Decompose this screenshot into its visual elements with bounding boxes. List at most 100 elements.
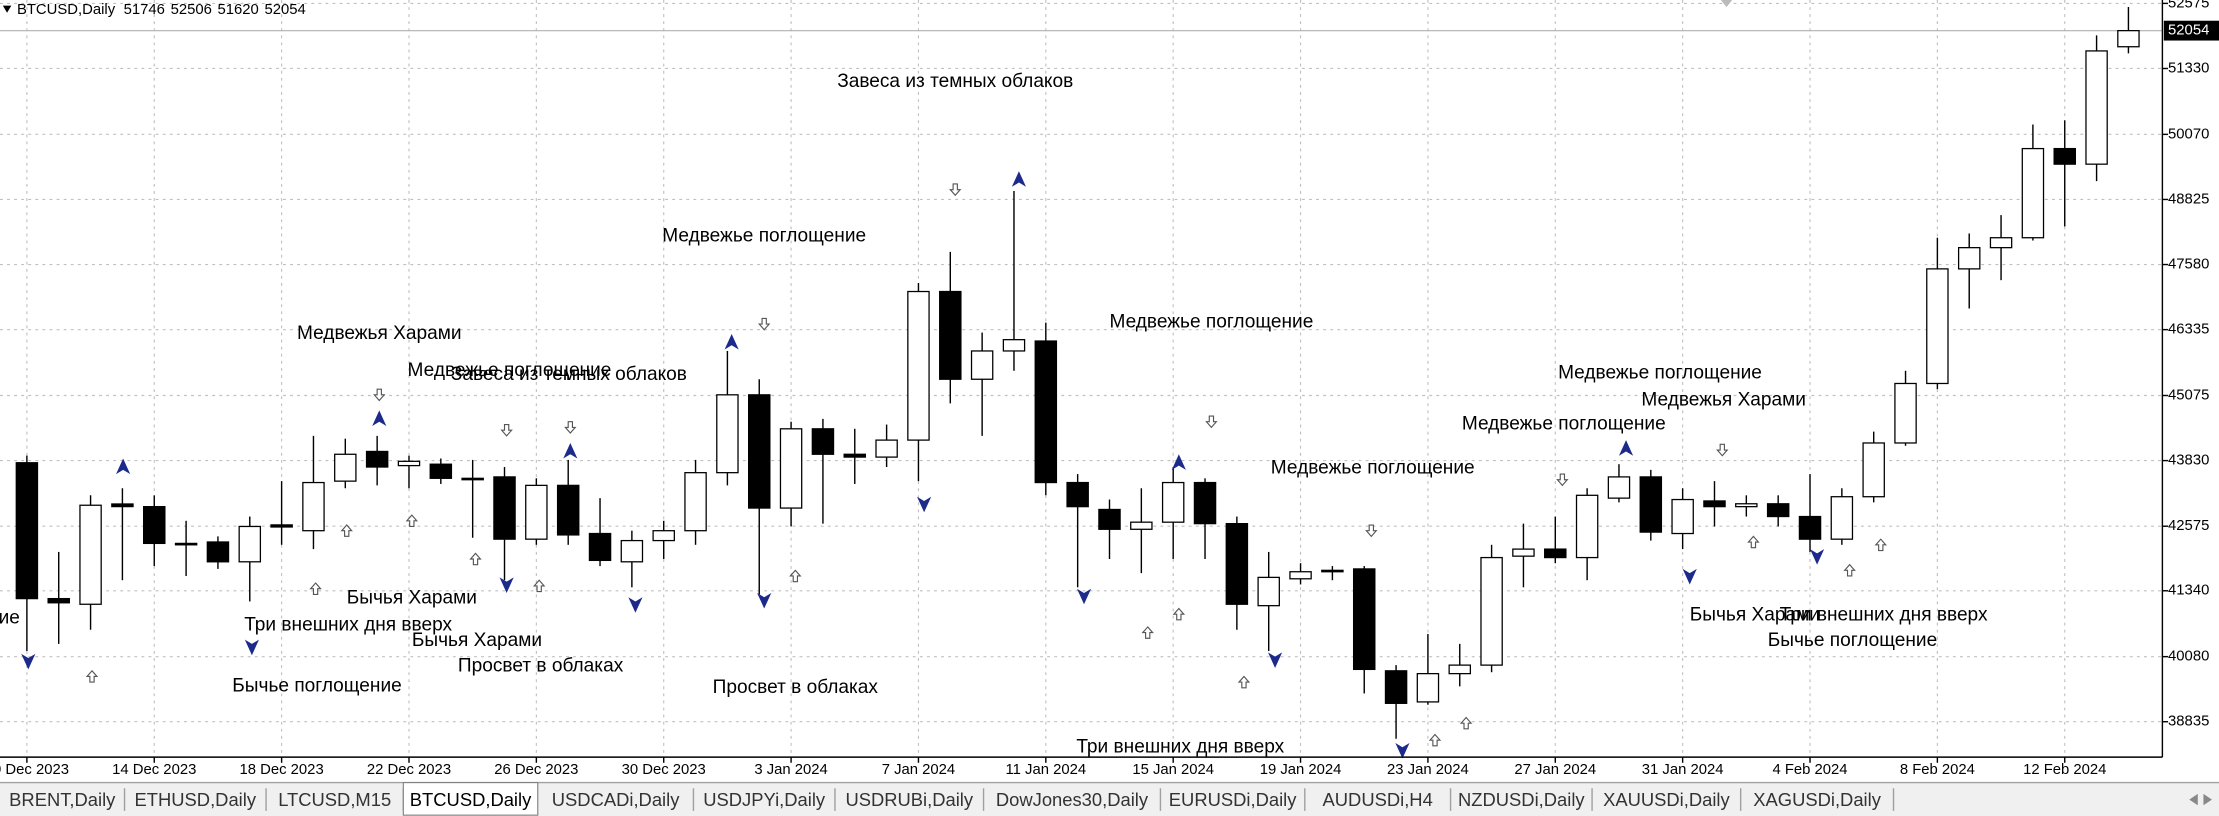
tab[interactable]: USDCADi,Daily [552, 789, 680, 810]
pattern-label: Бычья Харами [1690, 605, 1820, 626]
signal-arrow [116, 458, 131, 475]
candle-body [2117, 30, 2140, 48]
candle-body [747, 394, 771, 509]
candle-body [1161, 481, 1185, 523]
tab[interactable]: ETHUSD,Daily [135, 789, 257, 810]
y-tick-label: 51330 [2168, 60, 2209, 76]
candle-body [652, 530, 675, 542]
signal-arrow [1395, 742, 1410, 759]
pattern-arrow [1141, 626, 1154, 639]
tab[interactable]: DowJones30,Daily [996, 789, 1149, 810]
candle-body [1575, 494, 1599, 559]
candle-body [525, 484, 548, 540]
candle-body [1957, 247, 1981, 270]
signal-arrow [1171, 454, 1186, 470]
chart-header: BTCUSD,Daily 51746 52506 51620 52054 [17, 2, 306, 18]
pattern-label: Просвет в облаках [458, 656, 624, 677]
candle-body [1894, 382, 1917, 444]
signal-arrow [499, 577, 514, 593]
pattern-arrow [1556, 473, 1569, 487]
signal-arrow [244, 639, 259, 656]
tab-active-bg [402, 782, 539, 816]
candle-body [302, 481, 325, 532]
candle-body [1830, 496, 1854, 540]
annotations: Завеса из темных облаков Медвежье поглоще… [0, 71, 1988, 757]
candle-body [1989, 237, 2013, 249]
pattern-arrow [1172, 607, 1186, 621]
candle-body [493, 476, 516, 540]
candle-body [1130, 521, 1153, 530]
signal-arrow [372, 410, 387, 426]
shift-marker [1720, 0, 1733, 8]
candle-body [556, 484, 580, 536]
tab-active[interactable]: BTCUSD,Daily [410, 789, 532, 810]
pattern-arrow [85, 669, 99, 683]
y-tick-label: 52575 [2168, 0, 2209, 11]
pattern-arrow [949, 183, 962, 197]
candle-body [716, 394, 739, 474]
pattern-label: Бычье поглощение [1768, 630, 1937, 651]
candle-body [1735, 503, 1758, 508]
tab[interactable]: XAUUSDi,Daily [1603, 789, 1730, 810]
y-tick-label: 38835 [2168, 714, 2209, 730]
y-tick-label: 42575 [2168, 518, 2209, 534]
candle-body [1034, 340, 1058, 484]
candle-body [1480, 556, 1503, 666]
x-tick-label: 8 Feb 2024 [1900, 762, 1975, 778]
signal-arrow [917, 496, 932, 513]
y-tick-label: 40080 [2168, 649, 2209, 665]
axes: 52575 51330 50070 48825 47580 46335 45075 43830… [0, 0, 2219, 778]
x-tick-label: 22 Dec 2023 [367, 762, 451, 778]
tab[interactable]: BRENT,Daily [9, 789, 116, 810]
pattern-label: Просвет в облаках [713, 677, 879, 698]
candle-body [907, 290, 930, 441]
tab[interactable]: LTCUSD,M15 [278, 789, 391, 810]
candle-body [334, 453, 357, 482]
x-tick-label: 10 Dec 2023 [0, 762, 69, 778]
candle-body [1671, 498, 1694, 535]
candle-body [1639, 476, 1663, 533]
pattern-label: Медвежья Харами [297, 323, 462, 344]
signal-arrow [628, 597, 643, 613]
signal-arrow [1618, 440, 1634, 456]
pattern-arrow [405, 514, 419, 528]
candle-body [47, 597, 70, 604]
pattern-label: Бычья Харами [412, 630, 542, 651]
candle-body [1926, 268, 1949, 385]
pattern-arrow [1365, 524, 1378, 538]
tab[interactable]: USDJPYi,Daily [703, 789, 826, 810]
y-tick-label: 47580 [2168, 256, 2209, 272]
tab[interactable]: EURUSDi,Daily [1169, 789, 1297, 810]
candle-body [620, 539, 644, 563]
x-tick-label: 12 Feb 2024 [2023, 762, 2106, 778]
pattern-arrow [1843, 563, 1856, 577]
tab[interactable]: AUDUSDi,H4 [1323, 789, 1433, 810]
tab[interactable]: XAGUSDi,Daily [1753, 789, 1881, 810]
pattern-label: Медвежье поглощение [1109, 312, 1313, 333]
y-tick-label: 48825 [2168, 191, 2209, 207]
pattern-label: ие [0, 607, 20, 628]
pattern-arrow [1716, 443, 1729, 457]
tab[interactable]: NZDUSDi,Daily [1458, 789, 1585, 810]
x-tick-label: 30 Dec 2023 [622, 762, 706, 778]
pattern-arrow [1459, 716, 1473, 730]
scroll-right[interactable] [2203, 793, 2212, 806]
candle-body [939, 290, 962, 380]
tab[interactable]: USDRUBi,Daily [845, 789, 973, 810]
x-tick-label: 27 Jan 2024 [1514, 762, 1596, 778]
menu-icon[interactable] [2, 5, 12, 13]
candle-body [365, 450, 389, 468]
signal-arrow [724, 333, 739, 350]
pattern-label: Три внешних дня вверх [1076, 736, 1284, 757]
x-tick-label: 19 Jan 2024 [1260, 762, 1342, 778]
pattern-label: Завеса из темных облаков [451, 364, 687, 385]
candle-body [2021, 147, 2045, 239]
x-tick-label: 26 Dec 2023 [494, 762, 578, 778]
scroll-left[interactable] [2189, 793, 2198, 806]
candle-body [1384, 670, 1408, 704]
pattern-label: Бычья Харами [347, 588, 477, 609]
candle-body [111, 503, 134, 508]
candle-body [1257, 576, 1280, 607]
x-tick-label: 3 Jan 2024 [754, 762, 827, 778]
